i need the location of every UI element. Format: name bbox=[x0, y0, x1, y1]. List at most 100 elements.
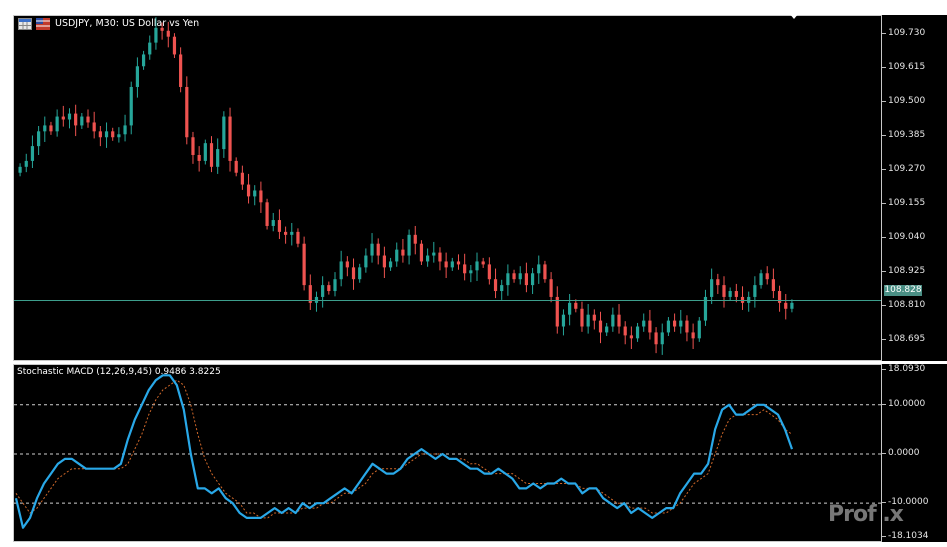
candle-body bbox=[388, 261, 393, 268]
candle-body bbox=[771, 279, 775, 292]
current-price-badge: 108.828 bbox=[884, 285, 922, 296]
candle-body bbox=[672, 320, 677, 327]
candle-body bbox=[61, 116, 65, 120]
price-chart-pane[interactable] bbox=[13, 15, 882, 361]
candle-body bbox=[308, 285, 312, 303]
candle-body bbox=[685, 320, 689, 333]
candle-body bbox=[277, 220, 282, 232]
candle-body bbox=[740, 296, 745, 303]
price-tick: 109.615 bbox=[881, 61, 926, 72]
candle-body bbox=[67, 113, 72, 120]
indicator-tick: 0.0000 bbox=[882, 447, 920, 458]
candle-body bbox=[598, 320, 603, 333]
candle-body bbox=[283, 231, 288, 235]
candle-body bbox=[493, 279, 498, 292]
candle-body bbox=[419, 243, 424, 262]
price-tick: 108.695 bbox=[881, 333, 926, 344]
candle-body bbox=[734, 291, 738, 297]
candle-body bbox=[345, 261, 349, 268]
indicator-tick: -10.0000 bbox=[881, 497, 929, 508]
flag-icon[interactable] bbox=[36, 18, 50, 30]
indicator-tick: -18.1034 bbox=[881, 531, 929, 541]
candle-body bbox=[86, 116, 90, 123]
candle-body bbox=[259, 190, 263, 203]
candle-body bbox=[296, 231, 300, 244]
candle-body bbox=[679, 320, 683, 327]
candle-body bbox=[586, 314, 590, 327]
candle-body bbox=[605, 326, 609, 333]
candle-body bbox=[568, 302, 572, 315]
candle-body bbox=[438, 252, 442, 262]
candle-body bbox=[635, 326, 640, 339]
candle-body bbox=[351, 267, 356, 280]
candle-body bbox=[395, 249, 399, 262]
candle-body bbox=[209, 143, 214, 167]
price-axis[interactable]: 109.730 109.615 109.500 109.385 109.270 109.1… bbox=[881, 15, 947, 361]
candle-body bbox=[148, 42, 152, 55]
candle-body bbox=[703, 296, 708, 321]
price-tick: 109.155 bbox=[881, 197, 926, 208]
indicator-pane[interactable] bbox=[13, 364, 882, 542]
candle-body bbox=[203, 143, 207, 161]
candle-body bbox=[302, 243, 306, 286]
candle-body bbox=[179, 54, 183, 87]
candle-body bbox=[648, 320, 652, 333]
candle-body bbox=[716, 279, 720, 286]
price-tick: 109.040 bbox=[881, 231, 926, 242]
candle-body bbox=[123, 125, 127, 135]
candle-body bbox=[753, 285, 757, 297]
price-tick: 108.925 bbox=[881, 265, 926, 276]
candle-body bbox=[456, 261, 461, 265]
candle-body bbox=[321, 285, 325, 297]
candle-body bbox=[364, 255, 368, 268]
candle-body bbox=[537, 264, 541, 274]
candle-body bbox=[506, 273, 510, 286]
candle-body bbox=[463, 264, 467, 274]
candle-body bbox=[271, 220, 275, 226]
candle-body bbox=[432, 252, 436, 256]
candle-body bbox=[500, 285, 504, 292]
candle-body bbox=[376, 243, 380, 256]
table-icon[interactable] bbox=[18, 18, 32, 30]
candle-body bbox=[30, 146, 35, 161]
candle-body bbox=[710, 279, 714, 297]
main-line bbox=[14, 374, 794, 529]
candle-body bbox=[240, 172, 244, 185]
candle-body bbox=[43, 125, 47, 132]
candle-body bbox=[104, 131, 109, 138]
candle-body bbox=[166, 30, 170, 37]
candle-body bbox=[407, 234, 411, 256]
price-tick: 109.385 bbox=[881, 129, 926, 140]
indicator-tick: 18.0930 bbox=[881, 364, 926, 374]
candle-body bbox=[629, 335, 633, 339]
price-tick: 109.500 bbox=[881, 95, 926, 106]
candle-body bbox=[481, 261, 485, 265]
candle-body bbox=[759, 273, 763, 286]
candle-body bbox=[222, 116, 226, 150]
candle-body bbox=[135, 66, 140, 87]
candle-body bbox=[290, 231, 294, 235]
candle-body bbox=[117, 134, 121, 138]
candle-body bbox=[333, 279, 337, 292]
candle-body bbox=[246, 184, 251, 197]
indicator-title: Stochastic MACD (12,26,9,45) 0.9486 3.82… bbox=[17, 367, 221, 377]
chart-shift-marker[interactable] bbox=[789, 13, 799, 19]
candle-body bbox=[228, 116, 232, 161]
candle-body bbox=[37, 131, 41, 147]
candle-body bbox=[555, 296, 559, 327]
candle-body bbox=[92, 122, 96, 132]
candle-body bbox=[747, 296, 751, 303]
candle-body bbox=[777, 291, 782, 303]
indicator-axis[interactable]: 18.0930 10.0000 0.0000 -10.0000 -18.1034 bbox=[881, 364, 947, 542]
candle-body bbox=[512, 273, 516, 280]
candle-body bbox=[160, 27, 164, 31]
price-tick: 109.270 bbox=[881, 163, 926, 174]
candle-body bbox=[185, 86, 189, 138]
candle-body bbox=[543, 264, 547, 280]
candle-body bbox=[265, 202, 269, 226]
candle-body bbox=[790, 302, 794, 309]
candle-body bbox=[234, 160, 238, 173]
candle-body bbox=[358, 267, 362, 280]
candle-body bbox=[197, 154, 201, 161]
candle-body bbox=[580, 308, 584, 327]
